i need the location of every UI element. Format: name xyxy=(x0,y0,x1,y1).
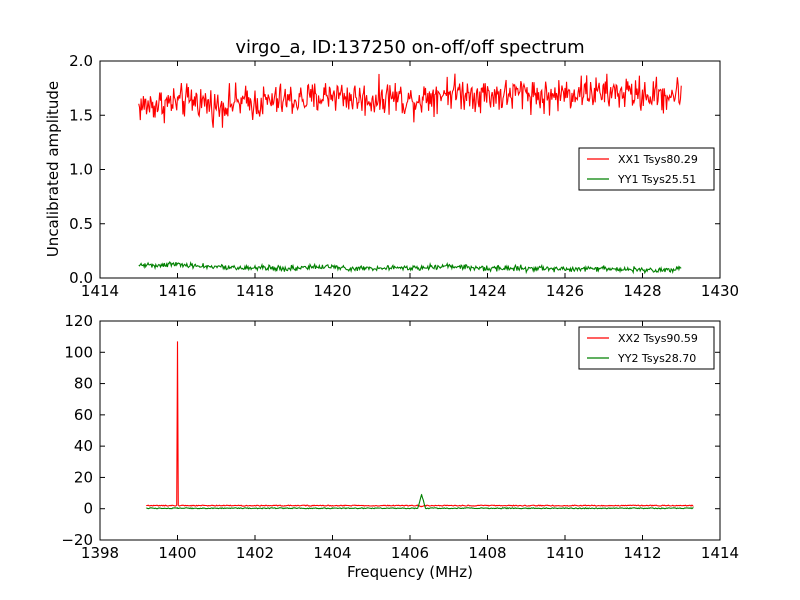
top-x-tick-label: 1430 xyxy=(701,282,739,300)
bottom-x-tick-label: 1408 xyxy=(468,544,506,562)
bottom-y-tick-label: −20 xyxy=(61,531,93,549)
bottom-series-line-1 xyxy=(145,341,694,508)
top-legend: XX1 Tsys80.29 YY1 Tsys25.51 xyxy=(578,147,715,191)
top-plot-area: 1414 1416 1418 1420 1422 1424 1426 1428 1430 0.0 0… xyxy=(69,52,739,300)
top-x-tick-label: 1426 xyxy=(546,282,584,300)
top-legend-box xyxy=(578,147,715,191)
bottom-series-line-2 xyxy=(145,493,694,510)
bottom-x-tick-label: 1400 xyxy=(158,544,196,562)
top-panel: virgo_a, ID:137250 on-off/off spectrum U… xyxy=(44,37,739,300)
bottom-panel: Frequency (MHz) 1398 1400 1402 1404 1406 1408… xyxy=(61,312,739,581)
bottom-legend-label-1: XX2 Tsys90.59 xyxy=(618,332,698,345)
bottom-legend-box xyxy=(578,326,715,370)
bottom-x-tick-label: 1402 xyxy=(236,544,274,562)
bottom-x-tick-label: 1398 xyxy=(81,544,119,562)
bottom-x-tick-label: 1404 xyxy=(313,544,351,562)
top-legend-label-1: XX1 Tsys80.29 xyxy=(618,153,698,166)
bottom-legend-label-2: YY2 Tsys28.70 xyxy=(617,352,696,365)
bottom-x-tick-label: 1406 xyxy=(391,544,429,562)
top-y-tick-label: 1.0 xyxy=(69,161,93,179)
bottom-plot-area: 1398 1400 1402 1404 1406 1408 1410 1412 1414 −20 0… xyxy=(61,312,739,562)
bottom-x-axis-label: Frequency (MHz) xyxy=(347,563,473,581)
bottom-x-tick-label: 1410 xyxy=(546,544,584,562)
bottom-legend: XX2 Tsys90.59 YY2 Tsys28.70 xyxy=(578,326,715,370)
bottom-y-tick-label: 80 xyxy=(74,375,93,393)
top-chart-title: virgo_a, ID:137250 on-off/off spectrum xyxy=(235,37,584,58)
top-y-tick-label: 0.5 xyxy=(69,215,93,233)
bottom-y-tick-label: 120 xyxy=(64,312,93,330)
top-series-line-2 xyxy=(138,260,682,275)
top-x-tick-label: 1424 xyxy=(468,282,506,300)
top-y-tick-label: 0.0 xyxy=(69,269,93,287)
bottom-y-tick-label: 40 xyxy=(74,437,93,455)
top-x-tick-label: 1428 xyxy=(623,282,661,300)
top-y-tick-label: 2.0 xyxy=(69,52,93,70)
bottom-x-tick-label: 1414 xyxy=(701,544,739,562)
top-x-tick-label: 1418 xyxy=(236,282,274,300)
top-x-tick-label: 1422 xyxy=(391,282,429,300)
bottom-y-tick-label: 60 xyxy=(74,406,93,424)
bottom-y-tick-label: 0 xyxy=(83,500,93,518)
top-legend-label-2: YY1 Tsys25.51 xyxy=(617,173,696,186)
top-x-tick-label: 1420 xyxy=(313,282,351,300)
top-y-axis-label: Uncalibrated amplitude xyxy=(44,81,62,257)
bottom-y-tick-label: 100 xyxy=(64,343,93,361)
top-series-line-1 xyxy=(138,73,682,128)
top-x-tick-label: 1414 xyxy=(81,282,119,300)
top-x-tick-label: 1416 xyxy=(158,282,196,300)
bottom-x-tick-label: 1412 xyxy=(623,544,661,562)
bottom-y-tick-label: 20 xyxy=(74,468,93,486)
top-y-tick-label: 1.5 xyxy=(69,106,93,124)
